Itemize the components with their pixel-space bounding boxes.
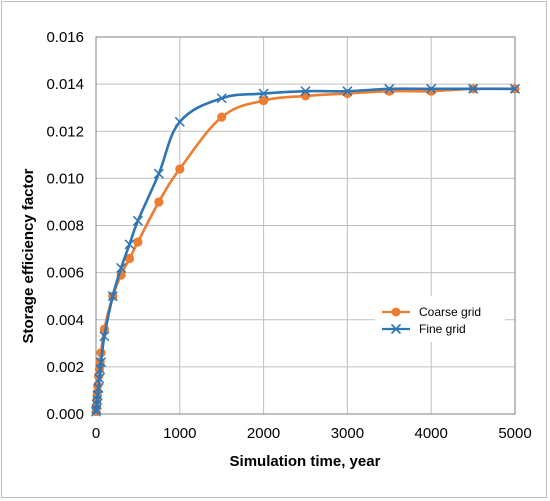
y-tick-label: 0.006 — [46, 265, 84, 282]
y-tick-label: 0.002 — [46, 359, 84, 376]
data-point-fine-grid — [509, 83, 521, 94]
legend-marker-coarse-grid — [391, 307, 401, 317]
x-tick-label: 4000 — [415, 425, 448, 442]
series-line-coarse-grid — [94, 87, 516, 412]
x-tick-labels: 0 1000 2000 3000 4000 5000 — [92, 425, 532, 442]
y-tick-label: 0.012 — [46, 123, 84, 140]
data-point-fine-grid — [468, 83, 479, 94]
legend-box — [375, 296, 505, 342]
data-point-fine-grid — [216, 93, 227, 104]
series-fine-grid — [90, 83, 521, 417]
plot-area — [95, 36, 516, 415]
data-point-fine-grid — [93, 383, 104, 394]
x-tick-label: 0 — [92, 425, 100, 442]
data-point-fine-grid — [384, 83, 395, 94]
data-point-fine-grid — [94, 373, 105, 384]
legend-label-fine-grid: Fine grid — [419, 322, 466, 336]
data-point-coarse-grid — [300, 91, 311, 101]
y-tick-label: 0.000 — [46, 406, 84, 423]
x-tick-label: 1000 — [163, 425, 196, 442]
legend: Coarse grid Fine grid — [375, 296, 505, 342]
data-point-coarse-grid — [217, 112, 227, 122]
data-point-coarse-grid — [175, 164, 185, 174]
x-tick-label: 3000 — [331, 425, 364, 442]
data-point-fine-grid — [258, 88, 269, 99]
data-point-fine-grid — [426, 83, 437, 94]
x-tick-label: 5000 — [498, 425, 531, 442]
x-tick-label: 2000 — [247, 425, 280, 442]
data-point-coarse-grid — [259, 96, 269, 106]
data-point-coarse-grid — [154, 197, 164, 207]
data-point-fine-grid — [116, 262, 127, 273]
y-tick-labels: 0.000 0.002 0.004 0.006 0.008 0.010 0.012 0.014… — [46, 29, 84, 423]
series-layer — [90, 83, 521, 417]
legend-item-coarse-grid: Coarse grid — [382, 305, 481, 319]
data-point-fine-grid — [174, 116, 185, 127]
y-tick-label: 0.004 — [46, 312, 84, 329]
data-point-coarse-grid — [133, 237, 143, 247]
data-point-fine-grid — [124, 239, 135, 250]
y-tick-label: 0.010 — [46, 170, 84, 187]
data-point-fine-grid — [300, 86, 311, 97]
y-tick-label: 0.014 — [46, 76, 84, 93]
data-point-fine-grid — [153, 168, 164, 179]
data-point-fine-grid — [132, 215, 143, 226]
data-point-fine-grid — [99, 331, 110, 342]
legend-item-fine-grid: Fine grid — [382, 322, 466, 336]
data-point-fine-grid — [107, 291, 118, 302]
data-point-fine-grid — [342, 86, 353, 97]
series-line-fine-grid — [94, 87, 515, 412]
data-point-fine-grid — [95, 357, 107, 368]
legend-marker-fine-grid — [390, 323, 402, 335]
y-tick-label: 0.008 — [46, 218, 84, 235]
y-tick-label: 0.016 — [46, 29, 84, 46]
data-point-coarse-grid — [124, 253, 135, 264]
legend-label-coarse-grid: Coarse grid — [419, 305, 481, 319]
x-axis-title: Simulation time, year — [230, 453, 381, 470]
y-axis-title: Storage efficiency factor — [20, 168, 37, 343]
